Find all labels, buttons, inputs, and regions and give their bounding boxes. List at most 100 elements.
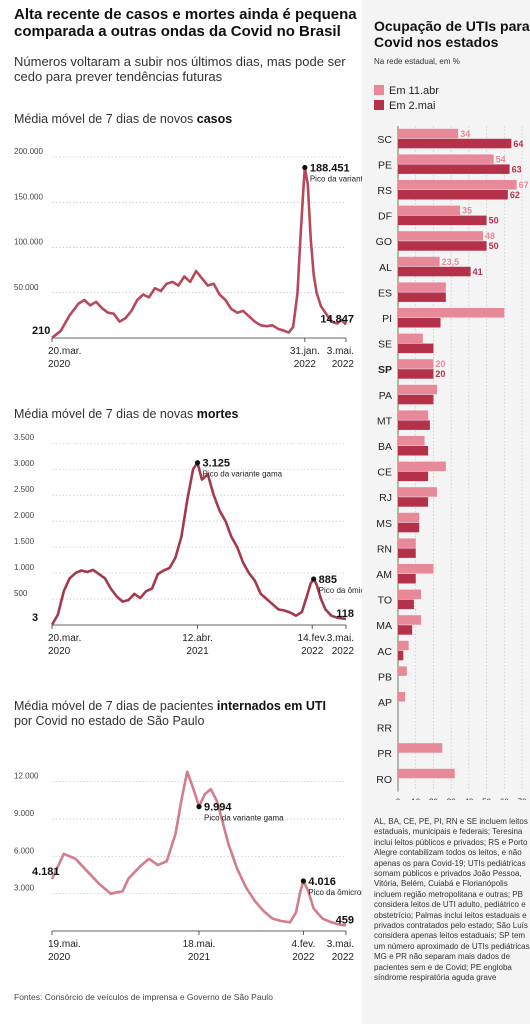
bar-abr-value-rs: 67 [519, 180, 529, 190]
states-xtick-label: 50 [482, 798, 491, 800]
bar-mai-ma [398, 625, 413, 635]
legend-label-abr: Em 11.abr [389, 85, 439, 97]
deaths-peak-label: Pico da ômicron [319, 586, 362, 595]
bar-abr-ma [398, 615, 422, 625]
bar-abr-pa [398, 384, 437, 395]
bar-abr-value-df: 35 [462, 206, 472, 216]
cases-ytick-label: 200.000 [14, 147, 43, 156]
cases-end-label: 14.847 [320, 314, 354, 326]
bar-mai-es [398, 292, 446, 302]
state-label-to: TO [378, 595, 392, 607]
bar-abr-value-go: 48 [485, 231, 495, 241]
state-label-pb: PB [378, 671, 392, 683]
icu-peak-label: Pico da ômicron [308, 888, 362, 897]
deaths-title-text: Média móvel de 7 dias de novas [14, 407, 197, 421]
bar-abr-se [398, 333, 423, 344]
bar-abr-value-sp: 20 [435, 359, 445, 369]
states-xtick-label: 70 [518, 798, 527, 800]
bar-abr-ap [398, 692, 406, 702]
bar-mai-pa [398, 394, 434, 405]
deaths-ytick-label: 500 [14, 589, 28, 598]
deaths-ytick-label: 2.500 [14, 485, 35, 494]
bar-mai-se [398, 343, 434, 354]
state-label-pi: PI [382, 313, 392, 325]
state-label-ap: AP [378, 697, 392, 709]
bar-mai-value-al: 41 [473, 267, 483, 277]
icu-xtick-label: 19.mai. [48, 939, 81, 950]
state-label-sc: SC [377, 134, 392, 146]
states-xtick-label: 30 [447, 798, 456, 800]
bar-abr-rn [398, 538, 416, 548]
cases-xtick-label: 3.mai. [327, 346, 354, 357]
page-title: Alta recente de casos e mortes ainda é p… [14, 6, 357, 40]
states-xtick-label: 10 [411, 798, 420, 800]
state-label-pr: PR [377, 748, 392, 760]
state-label-go: GO [376, 236, 392, 248]
bar-abr-rs [398, 180, 517, 190]
state-label-ce: CE [377, 467, 392, 479]
cases-peak-label: Pico da variante ômicron [310, 174, 362, 183]
state-label-am: AM [376, 569, 392, 581]
icu-ytick-label: 12.000 [14, 772, 39, 781]
state-label-ma: MA [376, 620, 392, 632]
state-label-ms: MS [376, 518, 392, 530]
bar-abr-ac [398, 640, 409, 651]
deaths-xtick-year: 2022 [332, 646, 355, 657]
cases-start-label: 210 [32, 325, 50, 337]
deaths-xtick-label: 3.mai. [327, 633, 354, 644]
state-label-al: AL [379, 262, 392, 274]
cases-xtick-year: 2020 [48, 359, 71, 370]
cases-title-bold: casos [196, 112, 233, 126]
icu-chart-title: Média móvel de 7 dias de pacientes inter… [14, 699, 326, 729]
bar-mai-rn [398, 548, 416, 558]
bar-abr-pb [398, 666, 407, 676]
bar-mai-value-go: 50 [489, 241, 499, 251]
state-label-rr: RR [377, 723, 393, 735]
bar-mai-am [398, 574, 416, 584]
state-label-rj: RJ [379, 492, 392, 504]
states-xtick-label: 0 [396, 798, 401, 800]
bar-mai-pe [398, 164, 510, 174]
icu-xtick-label: 18.mai. [183, 939, 216, 950]
icu-peak-label: Pico da variante gama [204, 814, 284, 823]
bar-mai-ce [398, 471, 429, 482]
right-panel: Ocupação de UTIs para Covid nos estados … [362, 0, 530, 1024]
bar-mai-go [398, 241, 487, 251]
bar-abr-df [398, 205, 460, 216]
bar-abr-rj [398, 487, 437, 497]
states-xtick-label: 60 [500, 798, 509, 800]
deaths-ytick-label: 2.000 [14, 511, 35, 520]
deaths-xtick-label: 14.fev. [298, 633, 327, 644]
icu-xtick-year: 2022 [332, 952, 355, 963]
bar-abr-mt [398, 410, 429, 420]
bar-abr-value-al: 23,5 [442, 257, 460, 267]
deaths-xtick-year: 2020 [48, 646, 71, 657]
state-label-rs: RS [377, 185, 392, 197]
icu-states-title: Ocupação de UTIs para Covid nos estados [374, 18, 530, 50]
icu-peak-marker [196, 804, 202, 810]
deaths-line-chart: 3.500 3.000 2.500 2.000 1.500 1.000 500 20.mar.… [14, 433, 362, 657]
bar-abr-to [398, 589, 422, 600]
bar-mai-value-pe: 63 [512, 164, 522, 174]
bar-abr-ce [398, 461, 446, 472]
icu-xtick-year: 2022 [292, 952, 315, 963]
bar-mai-mt [398, 420, 430, 430]
cases-chart-title: Média móvel de 7 dias de novos casos [14, 112, 232, 127]
bar-abr-sc [398, 128, 459, 139]
legend-item-abr: Em 11.abr [374, 85, 439, 97]
bar-mai-rj [398, 497, 429, 507]
icu-title-line2: por Covid no estado de São Paulo [14, 714, 205, 728]
footnotes: AL, BA, CE, PE, PI, RN e SE incluem leit… [374, 817, 530, 983]
bar-mai-ms [398, 522, 420, 533]
bar-abr-pr [398, 743, 443, 753]
deaths-xtick-year: 2021 [186, 646, 209, 657]
state-label-pa: PA [379, 390, 392, 402]
deaths-chart-title: Média móvel de 7 dias de novas mortes [14, 407, 238, 422]
icu-states-subtitle: Na rede estadual, em % [374, 57, 460, 66]
cases-xtick-year: 2022 [332, 359, 355, 370]
deaths-start-label: 3 [32, 612, 38, 624]
states-xtick-label: 20 [429, 798, 438, 800]
cases-series-line [51, 166, 347, 339]
bar-mai-al [398, 266, 471, 277]
